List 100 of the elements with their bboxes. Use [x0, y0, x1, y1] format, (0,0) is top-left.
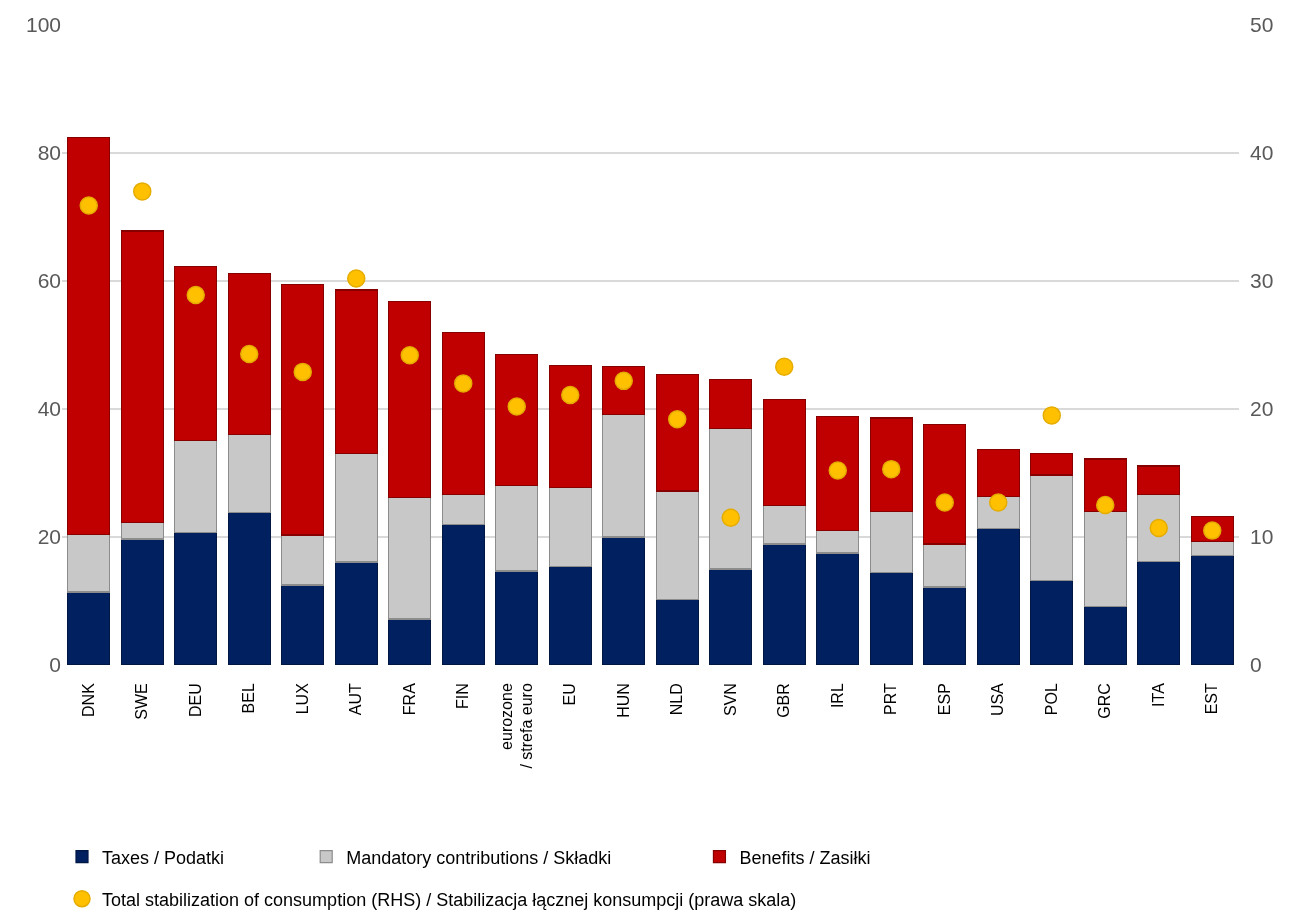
bar [602, 536, 646, 665]
y-tick-label: 40 [37, 397, 61, 421]
bar [441, 524, 485, 665]
point [186, 285, 205, 305]
x-tick-label: GRC [1096, 683, 1114, 719]
point [668, 409, 687, 429]
bar [120, 538, 164, 665]
bar [120, 521, 164, 540]
x-tick-label: FIN [454, 683, 472, 709]
bar [120, 230, 164, 523]
bar [227, 512, 271, 665]
bar [548, 565, 592, 665]
bar [281, 284, 325, 536]
bar [67, 591, 111, 665]
x-tick-label: eurozone / strefa euro [497, 683, 536, 769]
y2-tick-label: 30 [1250, 269, 1274, 293]
point [721, 508, 740, 528]
bar [923, 543, 967, 588]
bar [67, 137, 111, 536]
bar [495, 485, 539, 572]
bar [334, 561, 378, 665]
bar [1083, 606, 1127, 665]
point [1042, 406, 1061, 425]
x-tick-label: AUT [347, 682, 365, 716]
bar [388, 496, 432, 620]
y-tick-label: 0 [49, 653, 61, 677]
x-tick-label: USA [989, 682, 1007, 717]
x-tick-label: GBR [775, 683, 793, 718]
x-tick-label: FRA [400, 682, 418, 716]
bar [655, 599, 699, 665]
bar [227, 272, 271, 436]
bar [1030, 579, 1074, 665]
bar [655, 373, 699, 492]
legend-label: Benefits / Zasiłki [739, 847, 871, 868]
y2-tick-label: 0 [1250, 653, 1262, 677]
point [454, 374, 473, 393]
y2-tick-label: 50 [1250, 13, 1274, 37]
x-tick-label: LUX [293, 682, 311, 715]
bar [495, 354, 539, 487]
bar [174, 265, 218, 441]
legend-label: Mandatory contributions / Składki [346, 847, 612, 868]
y-tick-label: 80 [37, 141, 61, 165]
x-tick-label: BEL [240, 683, 258, 714]
bar [816, 530, 860, 554]
bar [174, 531, 218, 665]
bar [227, 434, 271, 514]
x-tick-label: EU [561, 683, 579, 706]
bar [388, 300, 432, 498]
bar [1137, 560, 1181, 665]
x-tick-label: HUN [614, 683, 632, 718]
bar [976, 448, 1020, 498]
bar [709, 427, 753, 570]
bar [762, 398, 806, 507]
x-tick-label: EST [1203, 682, 1221, 715]
point [347, 269, 366, 288]
bar [762, 505, 806, 545]
bar [816, 416, 860, 532]
y2-tick-label: 40 [1250, 141, 1274, 165]
bar [1190, 540, 1234, 557]
bar [869, 417, 913, 512]
x-tick-label: ESP [935, 683, 953, 716]
bar [495, 570, 539, 665]
bar [548, 487, 592, 568]
bar [1030, 474, 1074, 582]
y2-tick-label: 10 [1250, 525, 1274, 549]
x-tick-label: PRT [882, 682, 900, 715]
legend-label: Taxes / Podatki [102, 847, 225, 868]
bar [655, 490, 699, 601]
point [79, 196, 98, 215]
x-tick-label: IRL [828, 683, 846, 709]
bar [334, 452, 378, 563]
bar [869, 510, 913, 574]
bar [548, 364, 592, 489]
point [989, 493, 1008, 512]
bar [281, 534, 325, 586]
bar [281, 584, 325, 665]
point [240, 344, 259, 364]
point [935, 493, 954, 512]
bar [923, 423, 967, 545]
bar [388, 618, 432, 665]
bar [1190, 554, 1234, 665]
bar [762, 543, 806, 665]
x-tick-label: DNK [79, 682, 97, 717]
bar [709, 378, 753, 429]
y-tick-label: 100 [25, 13, 61, 37]
bar [976, 528, 1020, 665]
bar [923, 586, 967, 665]
bar [1083, 510, 1127, 608]
bar [67, 533, 111, 593]
bar [441, 332, 485, 495]
y-tick-label: 20 [37, 525, 61, 549]
point [293, 362, 312, 382]
point [400, 345, 419, 365]
x-tick-label: SVN [721, 683, 739, 717]
point [1096, 495, 1115, 515]
bar [602, 414, 646, 538]
point [882, 459, 901, 479]
legend-label: Total stabilization of consumption (RHS) / Stabilizacja łącznej konsumpcji (prawa skala) [102, 889, 797, 910]
point [775, 357, 794, 376]
point [828, 461, 847, 480]
